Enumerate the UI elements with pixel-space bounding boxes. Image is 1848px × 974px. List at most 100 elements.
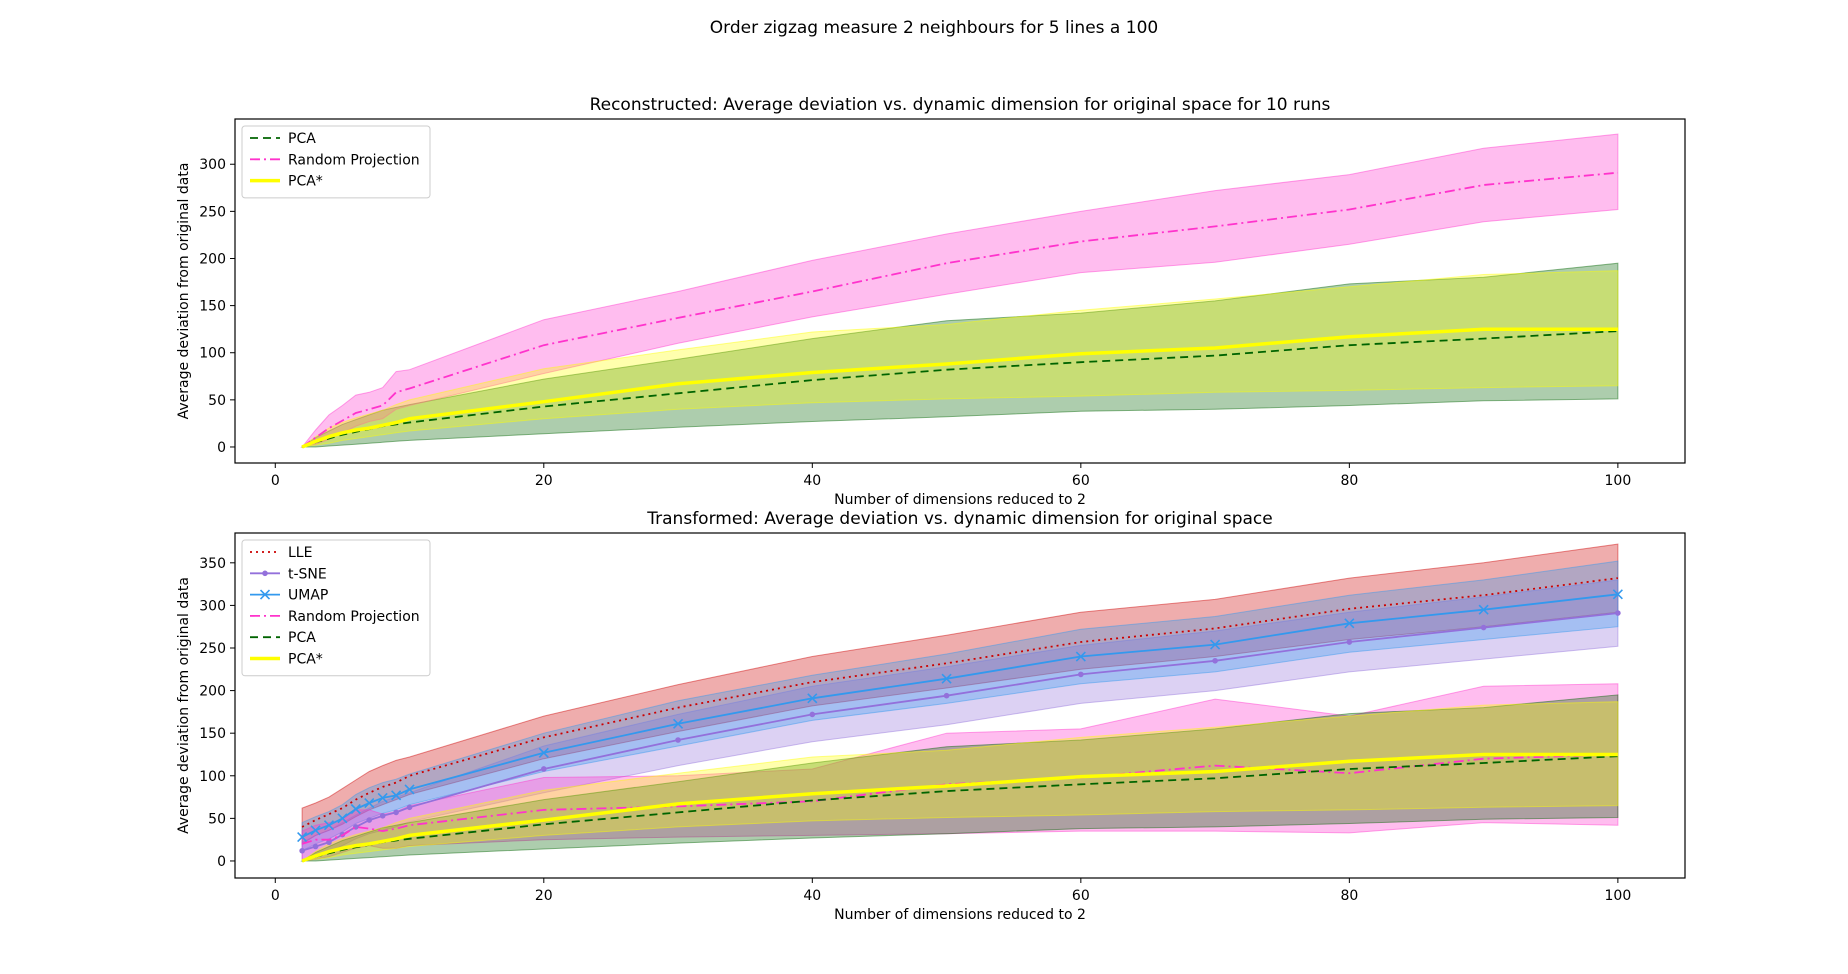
x-tick-label: 100	[1605, 473, 1632, 489]
x-tick-label: 60	[1072, 888, 1090, 904]
reconstructed-chart: Reconstructed: Average deviation vs. dyn…	[176, 95, 1686, 508]
chart-title: Transformed: Average deviation vs. dynam…	[646, 509, 1272, 529]
y-tick-label: 300	[199, 598, 226, 614]
pca-line	[301, 330, 1618, 448]
tsne-point	[1212, 657, 1218, 664]
y-tick-label: 100	[199, 346, 226, 362]
y-tick-label: 300	[199, 157, 226, 173]
legend-item-tsne: t-SNE	[250, 566, 327, 582]
tsne-point	[393, 809, 399, 816]
legend-item-random-projection: Random Projection	[250, 609, 420, 625]
umap-point	[1210, 639, 1221, 650]
axes-frame	[234, 118, 1686, 464]
y-tick-label: 150	[199, 726, 226, 742]
legend-label: Random Projection	[288, 609, 420, 625]
umap-point	[1344, 618, 1355, 629]
random-projection-line	[301, 753, 1618, 845]
y-axis-label: Average deviation from original data	[176, 163, 192, 420]
legend-label: PCA*	[288, 174, 323, 190]
legend-item-pca: PCA	[250, 131, 316, 147]
tsne-point	[1078, 671, 1084, 678]
x-tick-label: 0	[271, 473, 280, 489]
y-tick-label: 0	[217, 854, 226, 870]
umap-point	[404, 784, 415, 795]
axes-frame	[234, 532, 1686, 879]
umap-point	[1612, 589, 1623, 600]
legend-label: PCA*	[288, 652, 323, 668]
umap-point	[350, 803, 361, 815]
tsne-point	[299, 847, 305, 854]
tsne-point	[540, 766, 547, 772]
legend-item-pca-star: PCA*	[250, 174, 323, 190]
y-tick-label: 250	[199, 641, 226, 657]
y-axis-label: Average deviation from original data	[176, 577, 192, 834]
x-tick-label: 40	[803, 888, 821, 904]
legend: LLE t-SNE UMAP Random Projection PCA PCA*	[241, 539, 431, 677]
umap-point	[672, 718, 684, 729]
umap-point	[941, 673, 952, 684]
umap-point	[310, 825, 321, 836]
y-tick-label: 50	[208, 393, 226, 409]
figure-suptitle: Order zigzag measure 2 neighbours for 5 …	[710, 18, 1158, 38]
umap-point	[391, 790, 402, 801]
legend-label: UMAP	[288, 588, 328, 604]
legend: PCA Random Projection PCA*	[241, 125, 431, 199]
umap-point	[297, 832, 308, 843]
legend-item-umap: UMAP	[250, 588, 328, 604]
legend-item-pca: PCA	[250, 630, 316, 646]
umap-point	[1075, 651, 1086, 662]
tsne-point	[809, 711, 816, 718]
tsne-point	[675, 737, 681, 743]
y-tick-label: 150	[199, 299, 226, 315]
tsne-point	[379, 813, 386, 819]
legend-label: PCA	[288, 131, 316, 147]
umap-point	[364, 797, 375, 809]
y-tick-label: 200	[199, 684, 226, 700]
legend-item-lle: LLE	[250, 545, 312, 561]
lle-line	[301, 577, 1619, 828]
umap-point	[337, 813, 348, 824]
x-tick-label: 20	[535, 888, 553, 904]
tsne-point	[1346, 639, 1353, 645]
x-tick-label: 40	[803, 473, 821, 489]
y-tick-label: 100	[199, 769, 226, 785]
transformed-chart: Transformed: Average deviation vs. dynam…	[176, 509, 1686, 923]
tsne-point	[406, 804, 413, 811]
tsne-point	[943, 692, 950, 699]
y-tick-label: 50	[208, 811, 226, 827]
x-axis-label: Number of dimensions reduced to 2	[834, 492, 1086, 508]
tsne-point	[1480, 624, 1487, 631]
umap-point	[323, 820, 335, 831]
random-projection-band	[300, 133, 1619, 448]
tsne-point	[366, 817, 373, 823]
y-tick-label: 250	[199, 204, 226, 220]
random-projection-line	[301, 171, 1618, 448]
pca-star-line	[301, 752, 1618, 863]
umap-point	[538, 747, 549, 758]
plot-area	[300, 133, 1619, 449]
legend-item-pca-star: PCA*	[250, 652, 323, 668]
x-axis-label: Number of dimensions reduced to 2	[834, 907, 1086, 923]
x-tick-label: 60	[1072, 473, 1090, 489]
pca-band	[300, 262, 1619, 448]
tsne-point	[312, 843, 319, 850]
chart-title: Reconstructed: Average deviation vs. dyn…	[590, 95, 1331, 115]
legend-label: t-SNE	[288, 566, 327, 582]
legend-label: LLE	[288, 545, 312, 561]
y-tick-label: 200	[199, 251, 226, 267]
x-tick-label: 100	[1605, 888, 1632, 904]
tsne-point	[1615, 610, 1621, 616]
tsne-point	[326, 839, 332, 846]
legend-item-random-projection: Random Projection	[250, 152, 420, 168]
y-tick-label: 350	[199, 556, 226, 572]
legend-label: PCA	[288, 630, 316, 646]
y-tick-label: 0	[217, 440, 226, 456]
umap-point	[1478, 604, 1489, 615]
x-tick-label: 0	[271, 888, 280, 904]
x-tick-label: 80	[1340, 888, 1358, 904]
legend-label: Random Projection	[288, 152, 420, 168]
umap-point	[807, 693, 818, 704]
x-tick-label: 20	[535, 473, 553, 489]
